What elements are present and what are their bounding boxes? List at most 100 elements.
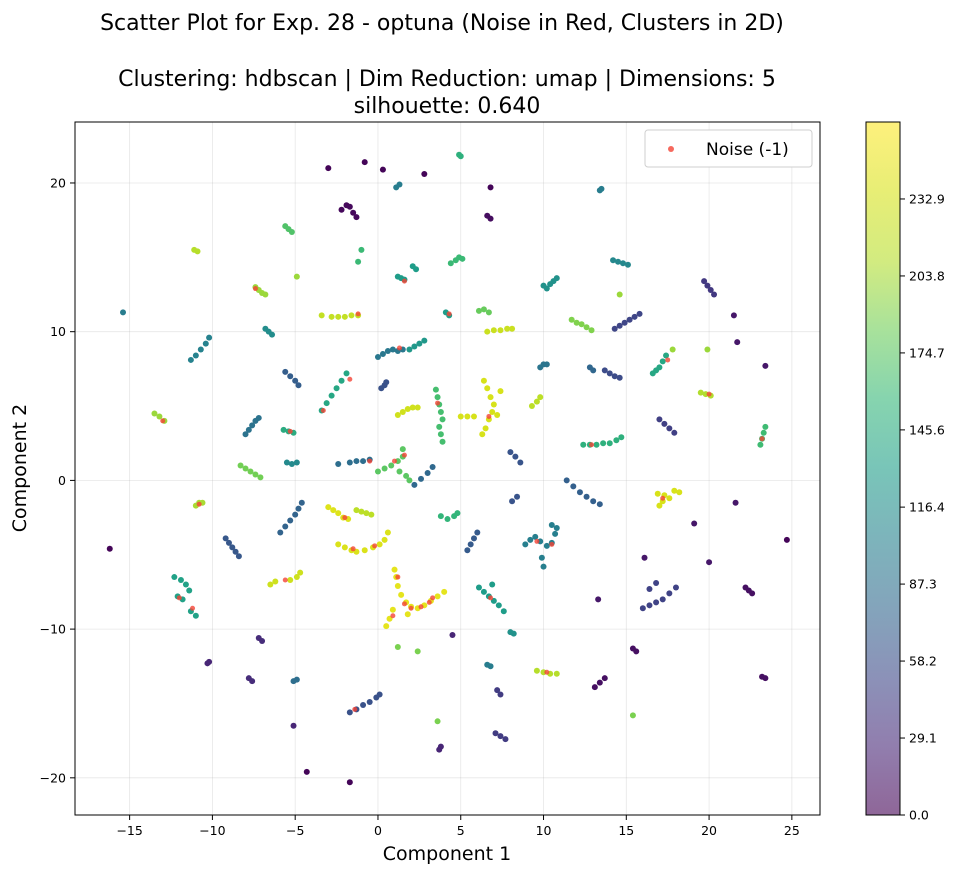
- cluster-point: [404, 406, 411, 413]
- cluster-point: [259, 638, 266, 645]
- cluster-point: [225, 539, 232, 546]
- cluster-point: [480, 377, 487, 384]
- cluster-point: [292, 511, 299, 518]
- cluster-point: [504, 325, 511, 332]
- cluster-point: [249, 678, 256, 685]
- cluster-point: [487, 184, 494, 191]
- cluster-point: [553, 275, 560, 282]
- noise-point: [665, 357, 671, 363]
- cluster-point: [598, 185, 605, 192]
- cluster-point: [411, 481, 418, 488]
- cluster-point: [388, 462, 395, 469]
- cluster-point: [707, 287, 714, 294]
- cluster-point: [293, 574, 300, 581]
- cluster-point: [187, 356, 194, 363]
- cluster-point: [247, 468, 254, 475]
- cluster-point: [325, 504, 332, 511]
- cluster-point: [449, 632, 456, 639]
- cluster-point: [618, 434, 625, 441]
- cluster-point: [616, 374, 623, 381]
- noise-point: [426, 599, 432, 605]
- cluster-point: [691, 520, 698, 527]
- cluster-point: [507, 449, 514, 456]
- cluster-point: [394, 582, 401, 589]
- cluster-point: [697, 389, 704, 396]
- cluster-point: [192, 352, 199, 359]
- noise-point: [401, 601, 407, 607]
- cluster-point: [245, 426, 252, 433]
- cluster-point: [432, 386, 439, 393]
- cluster-point: [646, 585, 653, 592]
- noise-point: [372, 543, 378, 549]
- cluster-point: [283, 459, 290, 466]
- cluster-point: [631, 313, 638, 320]
- cluster-point: [379, 166, 386, 173]
- cluster-point: [376, 541, 383, 548]
- colorbar-frame: [865, 121, 901, 816]
- cluster-point: [335, 461, 342, 468]
- noise-point: [252, 286, 258, 292]
- cluster-point: [353, 458, 360, 465]
- noise-point: [355, 311, 361, 317]
- cluster-point: [287, 517, 294, 524]
- noise-point: [486, 413, 492, 419]
- cluster-point: [595, 596, 602, 603]
- noise-point: [395, 574, 401, 580]
- x-axis-label: Component 1: [383, 843, 511, 865]
- cluster-point: [590, 498, 597, 505]
- cluster-point: [663, 352, 670, 359]
- noise-point: [401, 452, 407, 458]
- cluster-point: [360, 458, 367, 465]
- cluster-point: [497, 388, 504, 395]
- cluster-point: [583, 493, 590, 500]
- cluster-point: [522, 541, 529, 548]
- cluster-point: [298, 499, 305, 506]
- colorbar-tick-label: 58.2: [909, 654, 937, 669]
- cluster-point: [656, 364, 663, 371]
- cluster-point: [436, 423, 443, 430]
- cluster-point: [272, 578, 279, 585]
- cluster-point: [669, 346, 676, 353]
- cluster-point: [418, 475, 425, 482]
- cluster-point: [403, 472, 410, 479]
- x-axis-ticks: −15 −10 −5 0 5 10 15 20 25: [116, 815, 800, 838]
- cluster-point: [341, 313, 348, 320]
- cluster-point: [619, 260, 626, 267]
- cluster-point: [616, 322, 623, 329]
- cluster-point: [323, 400, 330, 407]
- cluster-point: [368, 511, 375, 518]
- cluster-point: [439, 438, 446, 445]
- cluster-point: [413, 266, 420, 273]
- cluster-point: [666, 425, 673, 432]
- cluster-point: [457, 153, 464, 160]
- colorbar-tick-label: 203.8: [909, 268, 945, 283]
- cluster-point: [333, 385, 340, 392]
- cluster-point: [421, 337, 428, 344]
- cluster-point: [335, 313, 342, 320]
- cluster-point: [416, 340, 423, 347]
- cluster-point: [573, 319, 580, 326]
- cluster-point: [783, 536, 790, 543]
- cluster-point: [479, 431, 486, 438]
- cluster-point: [454, 510, 461, 517]
- cluster-point: [399, 446, 406, 453]
- chart-title: Scatter Plot for Exp. 28 - optuna (Noise…: [100, 11, 784, 36]
- cluster-point: [484, 328, 491, 335]
- x-tick-label: 25: [784, 823, 800, 838]
- legend: Noise (-1): [644, 129, 813, 168]
- cluster-point: [399, 408, 406, 415]
- cluster-point: [517, 459, 524, 466]
- cluster-point: [606, 370, 613, 377]
- noise-point: [320, 408, 326, 414]
- cluster-point: [654, 490, 661, 497]
- cluster-point: [376, 691, 383, 698]
- noise-point: [418, 604, 424, 610]
- cluster-point: [601, 367, 608, 374]
- cluster-point: [512, 453, 519, 460]
- cluster-point: [186, 587, 193, 594]
- y-tick-label: 10: [50, 324, 66, 339]
- cluster-point: [267, 581, 274, 588]
- cluster-point: [533, 398, 540, 405]
- cluster-point: [540, 563, 547, 570]
